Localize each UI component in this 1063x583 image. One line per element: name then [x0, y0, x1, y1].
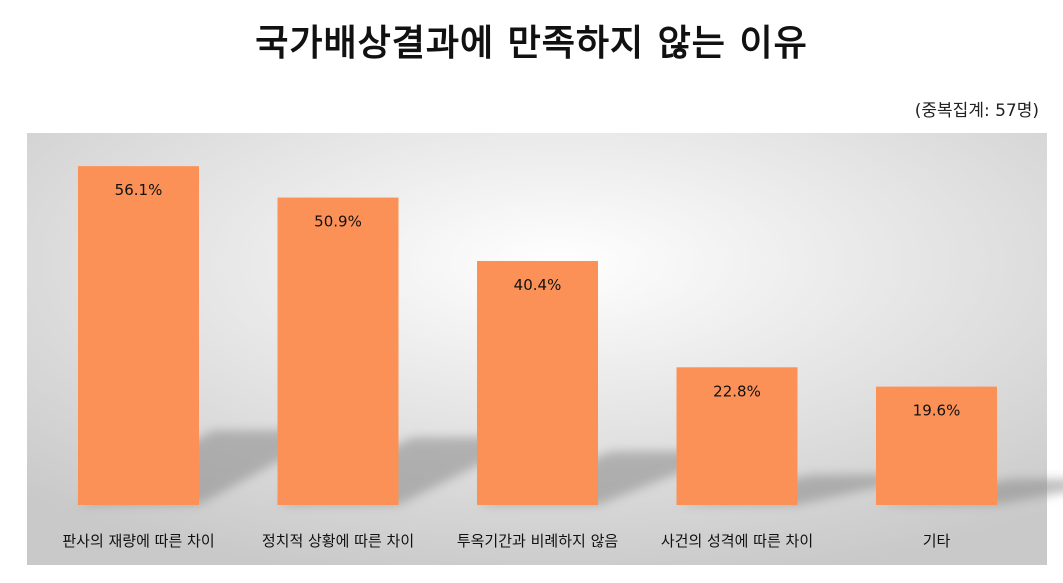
category-tick-label: 판사의 재량에 따른 차이 — [62, 532, 214, 550]
category-tick-label: 투옥기간과 비례하지 않음 — [457, 532, 618, 550]
bar-value-label: 50.9% — [314, 213, 362, 231]
category-tick-labels: 판사의 재량에 따른 차이 정치적 상황에 따른 차이 투옥기간과 비례하지 않음 사… — [62, 532, 950, 550]
chart-title: 국가배상결과에 만족하지 않는 이유 — [255, 23, 808, 64]
bar-value-label: 19.6% — [913, 402, 961, 420]
bar — [676, 367, 798, 505]
bar — [876, 386, 997, 505]
bar — [78, 166, 199, 505]
category-tick-label: 사건의 성격에 따른 차이 — [661, 532, 813, 550]
category-tick-label: 정치적 상황에 따른 차이 — [262, 532, 414, 550]
bar — [477, 260, 598, 505]
bar-value-label: 40.4% — [514, 276, 562, 294]
bars — [78, 166, 997, 505]
value-labels: 56.1% 50.9% 40.4% 22.8% 19.6% — [115, 181, 961, 419]
bar-value-label: 56.1% — [115, 181, 163, 199]
bar-value-label: 22.8% — [713, 382, 761, 400]
category-tick-label: 기타 — [923, 532, 951, 550]
bar — [277, 197, 399, 505]
chart-subtitle: (중복집계: 57명) — [914, 101, 1039, 121]
